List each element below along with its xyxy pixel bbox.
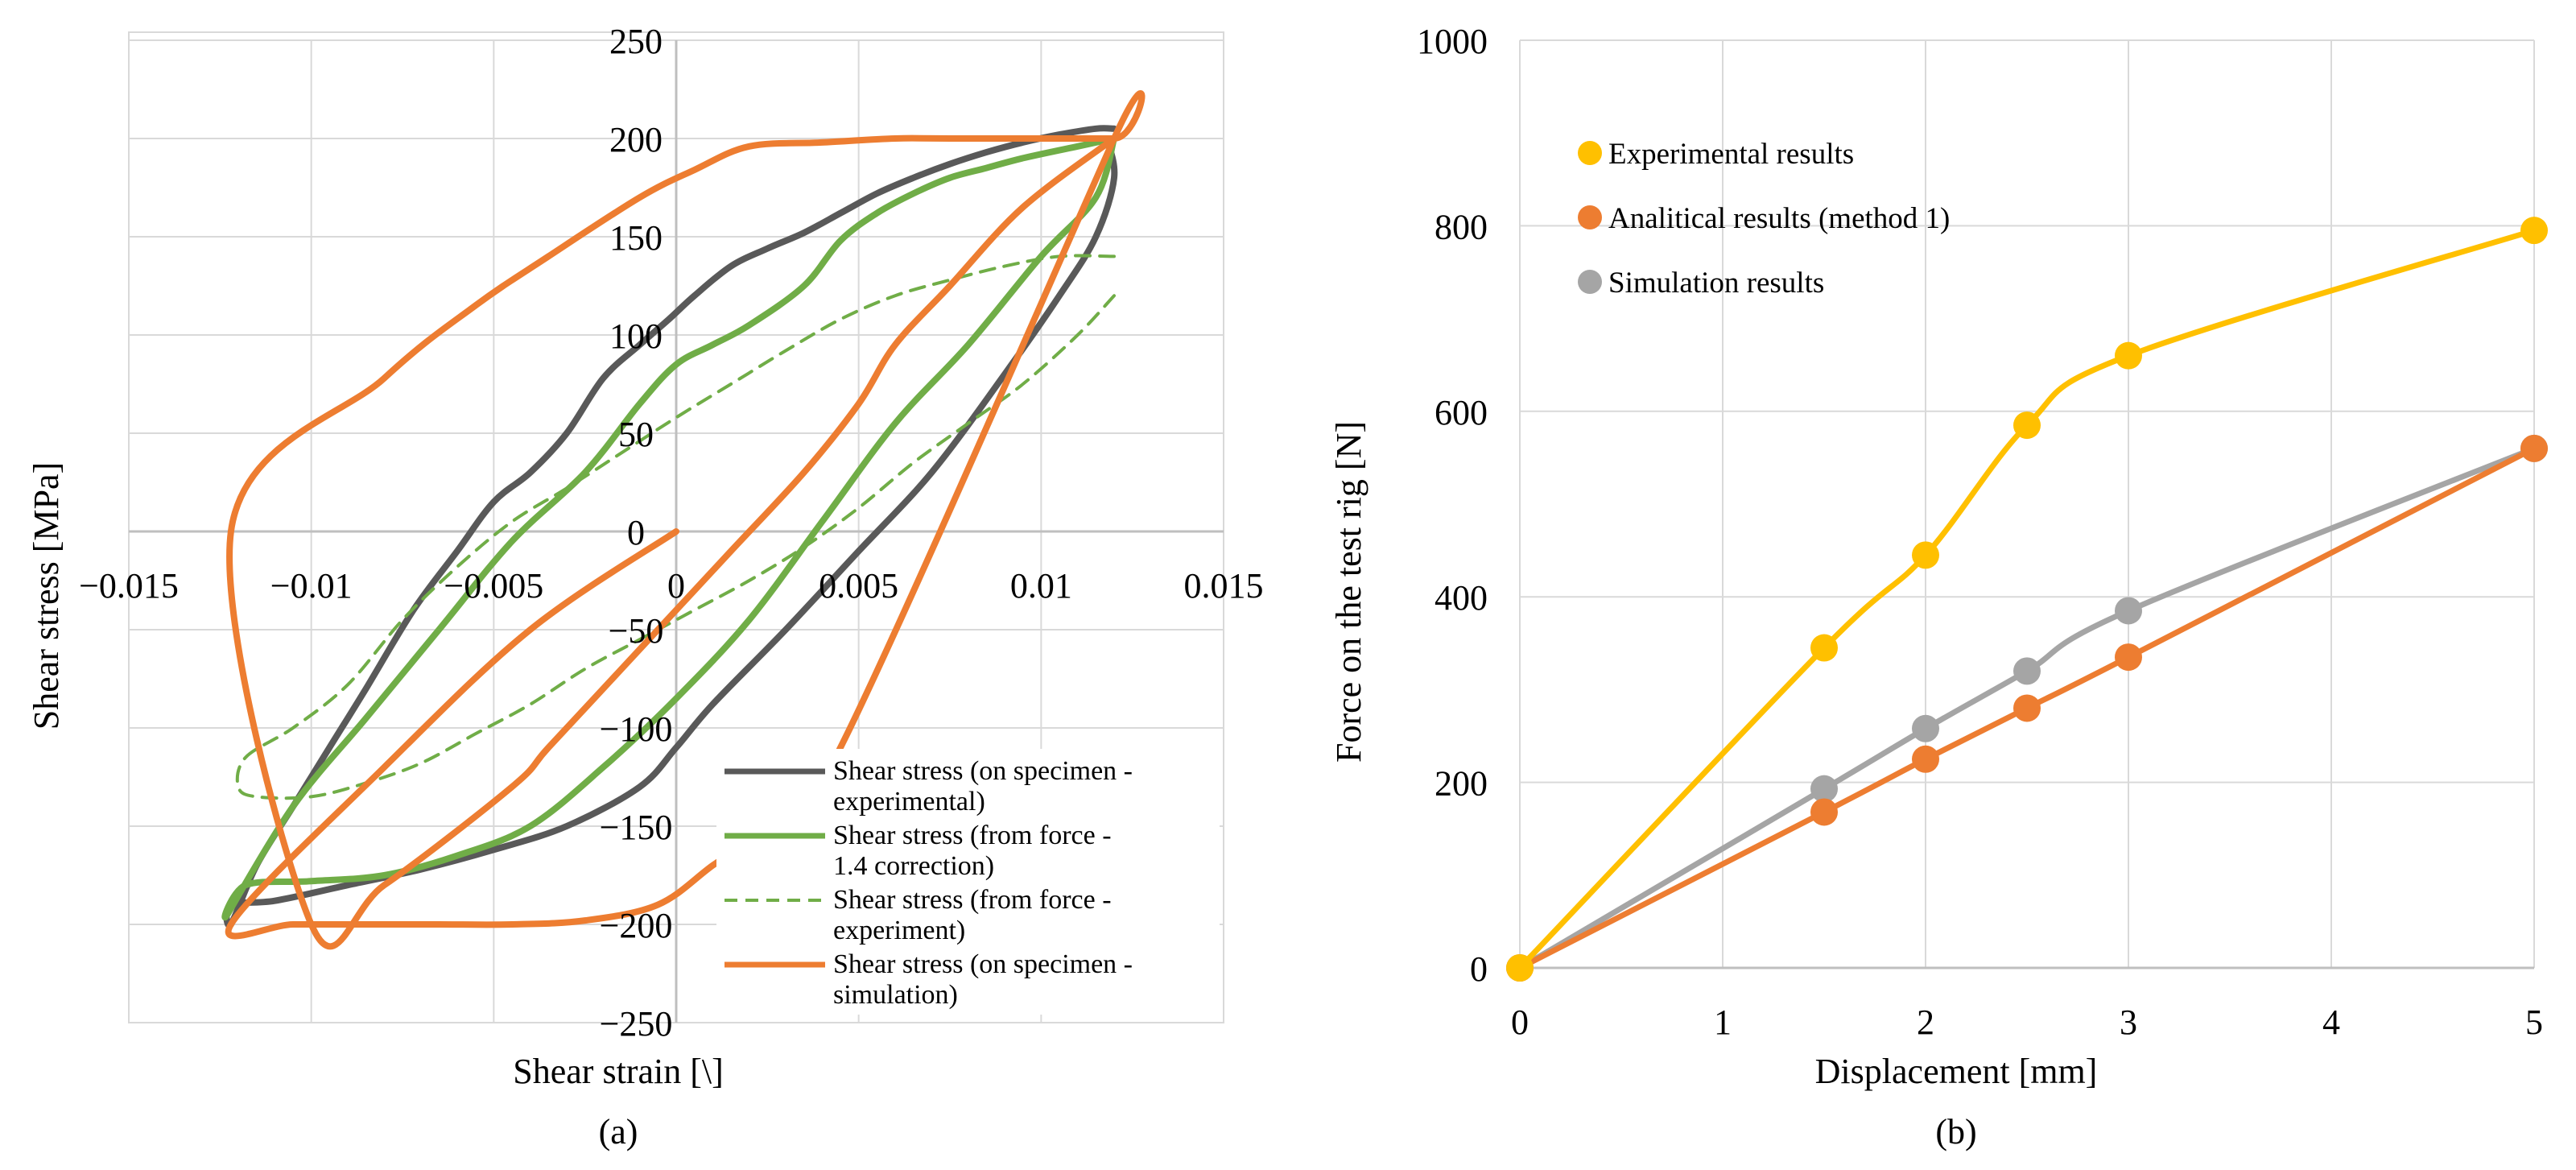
- a-legend-label-shear-stress-from-force-experiment: Shear stress (from force -experiment): [833, 885, 1112, 945]
- a-legend-label-shear-stress-on-specimen-simulation: Shear stress (on specimen -simulation): [833, 949, 1133, 1010]
- chart-b-grid: [1519, 39, 2535, 969]
- chart-b-ylabel: Force on the test rig [N]: [1329, 421, 1368, 763]
- b-ytick-label: 1000: [1417, 22, 1488, 61]
- a-ytick-label: −100: [600, 709, 673, 749]
- a-legend-line: Shear stress (on specimen -: [833, 756, 1133, 786]
- b-point-experimental-results: [1506, 954, 1534, 982]
- chart-a-tick-labels: 250200150100500−50−100−150−200−250−0.015…: [79, 22, 1263, 1044]
- b-legend-marker-analitical-results-method-1: [1578, 205, 1602, 229]
- b-xtick-label: 4: [2322, 1003, 2340, 1042]
- b-point-experimental-results: [1810, 634, 1838, 662]
- panel-a-caption: (a): [599, 1112, 638, 1151]
- b-series-line-experimental-results: [1517, 227, 2536, 970]
- a-ytick-label: −200: [600, 906, 673, 945]
- a-ytick-label: −250: [600, 1004, 673, 1044]
- a-series-shear-stress-on-specimen-simulation: [225, 89, 1146, 950]
- b-xtick-label: 0: [1511, 1003, 1529, 1042]
- a-ytick-label: 200: [609, 120, 663, 159]
- a-ytick-label: 0: [627, 513, 645, 552]
- a-xtick-label: 0: [667, 566, 685, 606]
- a-legend-line: Shear stress (on specimen -: [833, 949, 1133, 979]
- chart-a-series: [221, 89, 1146, 950]
- a-xtick-label: 0.01: [1010, 566, 1072, 606]
- b-point-simulation-results: [2115, 597, 2142, 625]
- a-xtick-label: −0.01: [270, 566, 353, 606]
- a-series-shear-stress-from-force-1-4-correction: [221, 135, 1117, 920]
- panel-b-caption: (b): [1935, 1112, 1976, 1151]
- a-series-shear-stress-from-force-experiment: [235, 254, 1116, 800]
- a-xtick-label: −0.015: [79, 566, 179, 606]
- b-legend-marker-experimental-results: [1578, 141, 1602, 165]
- b-xtick-label: 5: [2525, 1003, 2543, 1042]
- b-point-experimental-results: [2013, 411, 2041, 440]
- b-legend-label-analitical-results-method-1: Analitical results (method 1): [1608, 202, 1950, 235]
- b-legend-label-simulation-results: Simulation results: [1608, 267, 1824, 300]
- chart-a-ylabel: Shear stress [MPa]: [27, 462, 66, 730]
- b-ytick-label: 200: [1435, 764, 1488, 804]
- chart-a-xlabel: Shear strain [\]: [513, 1052, 723, 1091]
- a-legend-label-shear-stress-from-force-1-4-correction: Shear stress (from force -1.4 correction…: [833, 821, 1112, 881]
- b-point-simulation-results: [1810, 775, 1838, 803]
- chart-b-tick-labels: 0 200 400 600 800 1000 0 1 2 3 4 5: [1417, 22, 2543, 1042]
- b-legend-label-experimental-results: Experimental results: [1608, 138, 1854, 171]
- b-point-analitical-results-method-1: [2520, 434, 2548, 462]
- a-xtick-label: 0.005: [819, 566, 898, 606]
- a-ytick-label: −150: [600, 808, 673, 847]
- a-legend-line: 1.4 correction): [833, 851, 994, 881]
- b-point-simulation-results: [1912, 714, 1939, 742]
- chart-b-xlabel: Displacement [mm]: [1815, 1052, 2098, 1091]
- b-ytick-label: 800: [1435, 207, 1488, 246]
- a-legend-box: [716, 749, 1220, 1015]
- a-legend-label-shear-stress-on-specimen-experimental: Shear stress (on specimen -experimental): [833, 756, 1133, 817]
- a-ytick-label: 50: [618, 415, 654, 454]
- chart-b-legend: Experimental results Analitical results (…: [1578, 138, 1950, 300]
- a-ytick-label: −50: [609, 611, 664, 651]
- b-xtick-label: 2: [1917, 1003, 1934, 1042]
- b-series-line-simulation-results: [1518, 445, 2536, 971]
- a-series-shear-stress-on-specimen-experimental: [223, 125, 1118, 929]
- b-point-simulation-results: [2013, 657, 2041, 685]
- a-ytick-label: 150: [609, 218, 663, 258]
- b-point-experimental-results: [2520, 217, 2548, 245]
- a-legend-line: simulation): [833, 980, 958, 1010]
- b-point-analitical-results-method-1: [1810, 798, 1838, 826]
- chart-a-legend: Shear stress (on specimen -experimental)…: [716, 749, 1220, 1015]
- a-legend-line: Shear stress (from force -: [833, 821, 1112, 850]
- a-ytick-label: 250: [609, 22, 663, 61]
- b-series-line-analitical-results-method-1: [1518, 445, 2536, 971]
- a-xtick-label: 0.015: [1184, 566, 1264, 606]
- chart-b: 0 200 400 600 800 1000 0 1 2 3 4 5 Experimental res…: [1329, 22, 2548, 1151]
- a-xtick-label: −0.005: [444, 566, 543, 606]
- a-ytick-label: 100: [609, 316, 663, 356]
- b-xtick-label: 1: [1714, 1003, 1732, 1042]
- b-ytick-label: 0: [1470, 949, 1488, 989]
- b-legend-marker-simulation-results: [1578, 270, 1602, 294]
- a-legend-line: experimental): [833, 787, 985, 817]
- b-xtick-label: 3: [2120, 1003, 2137, 1042]
- b-point-analitical-results-method-1: [1912, 745, 1939, 773]
- b-point-experimental-results: [1912, 541, 1939, 569]
- chart-a: 250200150100500−50−100−150−200−250−0.015…: [27, 22, 1264, 1151]
- b-ytick-label: 600: [1435, 393, 1488, 432]
- b-point-experimental-results: [2115, 341, 2142, 370]
- a-legend-line: experiment): [833, 916, 965, 945]
- b-point-analitical-results-method-1: [2115, 643, 2142, 672]
- chart-b-series: [1506, 217, 2548, 982]
- b-point-analitical-results-method-1: [2013, 694, 2041, 722]
- a-legend-line: Shear stress (from force -: [833, 885, 1112, 915]
- b-ytick-label: 400: [1435, 578, 1488, 618]
